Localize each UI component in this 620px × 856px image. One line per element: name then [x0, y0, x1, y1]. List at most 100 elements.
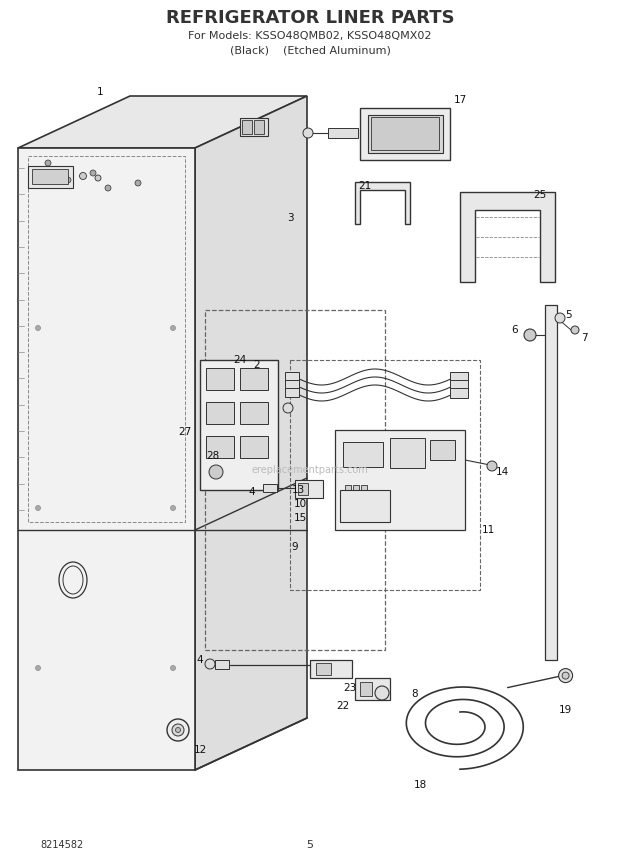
Polygon shape	[355, 182, 410, 224]
Bar	[263, 484, 277, 492]
Bar	[290, 360, 480, 590]
Circle shape	[35, 665, 40, 670]
Circle shape	[375, 686, 389, 700]
Circle shape	[45, 160, 51, 166]
Bar	[371, 117, 439, 150]
Circle shape	[209, 465, 223, 479]
Text: 1: 1	[97, 87, 104, 97]
Text: ereplacementparts.com: ereplacementparts.com	[252, 465, 368, 475]
Bar	[206, 436, 234, 458]
Bar	[340, 490, 390, 522]
Text: 7: 7	[581, 333, 587, 343]
Bar	[328, 128, 358, 138]
Bar	[355, 678, 390, 700]
Circle shape	[555, 313, 565, 323]
Bar	[206, 368, 234, 390]
Text: 17: 17	[453, 95, 467, 105]
Circle shape	[170, 665, 175, 670]
Bar	[285, 388, 299, 397]
Bar	[240, 436, 268, 458]
Polygon shape	[195, 96, 307, 770]
Bar	[240, 402, 268, 424]
Circle shape	[170, 506, 175, 510]
Bar	[200, 360, 278, 490]
Bar	[353, 485, 359, 517]
Text: 18: 18	[414, 780, 427, 790]
Circle shape	[175, 728, 180, 733]
Text: 8214582: 8214582	[40, 840, 83, 850]
Text: (Black)    (Etched Aluminum): (Black) (Etched Aluminum)	[229, 45, 391, 55]
Bar	[345, 485, 351, 517]
Bar	[545, 305, 557, 660]
Text: 9: 9	[291, 542, 298, 552]
Text: 21: 21	[358, 181, 371, 191]
Text: 25: 25	[533, 190, 547, 200]
Circle shape	[487, 461, 497, 471]
Text: 28: 28	[206, 451, 219, 461]
Circle shape	[35, 325, 40, 330]
Circle shape	[524, 329, 536, 341]
Text: 4: 4	[249, 487, 255, 497]
Text: 24: 24	[233, 355, 247, 365]
Bar	[285, 372, 299, 381]
Bar	[240, 368, 268, 390]
Bar	[430, 440, 455, 460]
Bar	[242, 120, 252, 134]
Circle shape	[571, 326, 579, 334]
Text: 5: 5	[565, 310, 571, 320]
Bar	[310, 660, 352, 678]
Polygon shape	[18, 148, 195, 770]
Bar	[254, 120, 264, 134]
Text: 3: 3	[286, 213, 293, 223]
Circle shape	[135, 180, 141, 186]
Text: 19: 19	[559, 705, 572, 715]
Bar	[335, 430, 465, 530]
Bar	[215, 660, 229, 669]
Circle shape	[167, 719, 189, 741]
Bar	[285, 380, 299, 389]
Bar	[240, 118, 268, 136]
Text: For Models: KSSO48QMB02, KSSO48QMX02: For Models: KSSO48QMB02, KSSO48QMX02	[188, 31, 432, 41]
Text: 15: 15	[293, 513, 307, 523]
Text: 2: 2	[254, 360, 260, 370]
Bar	[360, 108, 450, 160]
Circle shape	[303, 128, 313, 138]
Circle shape	[90, 170, 96, 176]
Bar	[206, 402, 234, 424]
Text: 14: 14	[495, 467, 508, 477]
Bar	[316, 663, 331, 675]
Text: 22: 22	[337, 701, 350, 711]
Bar	[390, 438, 425, 468]
Text: 11: 11	[481, 525, 495, 535]
Circle shape	[562, 672, 569, 679]
Text: 6: 6	[512, 325, 518, 335]
Text: 12: 12	[193, 745, 206, 755]
Bar	[205, 310, 385, 650]
Circle shape	[65, 177, 71, 183]
Bar	[343, 442, 383, 467]
Bar	[450, 380, 468, 390]
Circle shape	[170, 325, 175, 330]
Bar	[32, 169, 68, 184]
Polygon shape	[18, 96, 307, 148]
Bar	[295, 480, 323, 498]
Text: 27: 27	[179, 427, 192, 437]
Text: 5: 5	[306, 840, 314, 850]
Text: 8: 8	[412, 689, 418, 699]
Circle shape	[559, 669, 573, 682]
Circle shape	[95, 175, 101, 181]
Circle shape	[79, 173, 87, 180]
Text: 4: 4	[197, 655, 203, 665]
Ellipse shape	[59, 562, 87, 598]
Text: REFRIGERATOR LINER PARTS: REFRIGERATOR LINER PARTS	[166, 9, 454, 27]
Polygon shape	[460, 192, 555, 282]
Text: 13: 13	[291, 485, 304, 495]
Bar	[360, 682, 372, 696]
Bar	[28, 156, 185, 522]
Text: 23: 23	[343, 683, 356, 693]
Circle shape	[283, 403, 293, 413]
Bar	[298, 483, 308, 495]
Bar	[368, 115, 443, 153]
Bar	[450, 388, 468, 398]
Bar	[450, 372, 468, 382]
